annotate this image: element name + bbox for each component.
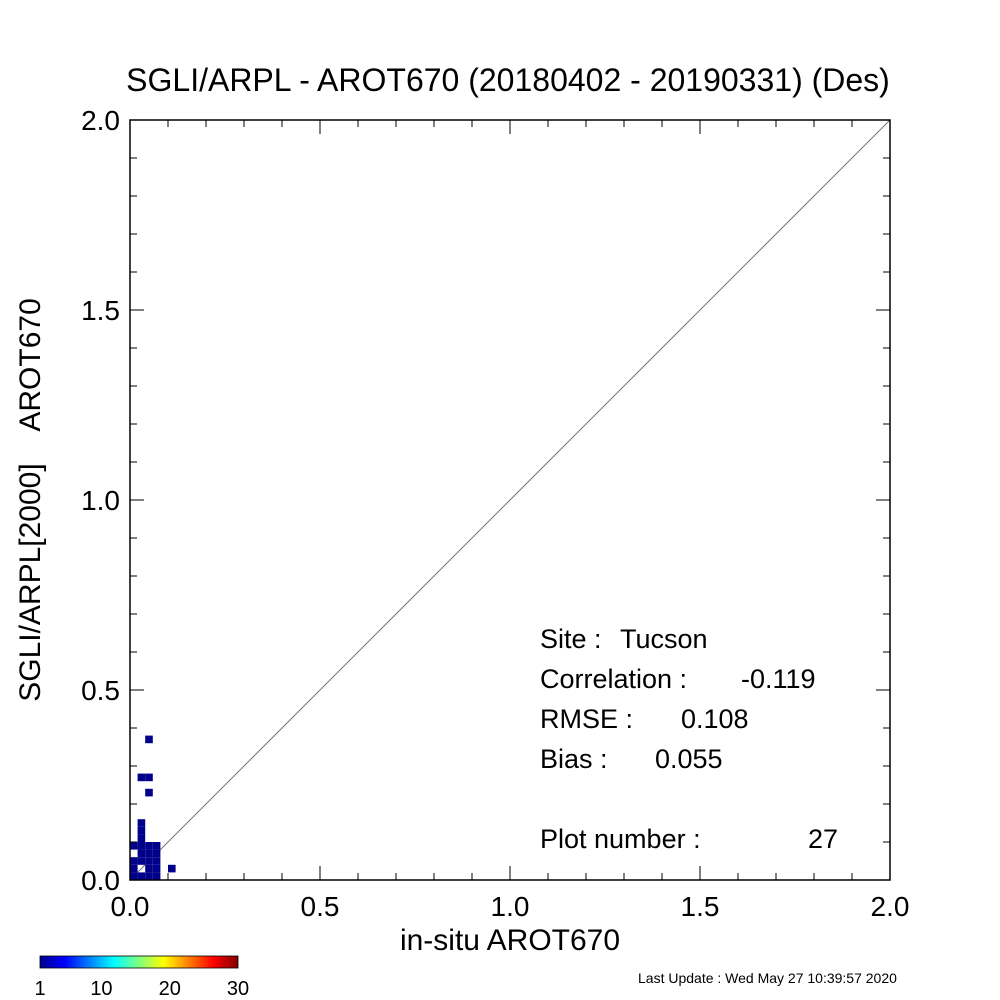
density-cell bbox=[130, 872, 138, 880]
density-cell bbox=[152, 857, 161, 865]
colorbar-tick-label: 20 bbox=[159, 978, 181, 1000]
density-cell bbox=[145, 872, 153, 880]
colorbar-tick-label: 30 bbox=[227, 978, 249, 1000]
density-cell bbox=[168, 864, 176, 873]
density-cell bbox=[137, 857, 146, 865]
x-ticks: 0.0 0.5 1.0 1.5 2.0 bbox=[111, 120, 910, 922]
density-cell bbox=[130, 842, 138, 850]
density-cell bbox=[152, 872, 161, 880]
density-cell bbox=[152, 849, 161, 858]
density-cell bbox=[152, 842, 161, 850]
density-cell bbox=[145, 788, 153, 797]
density-cell bbox=[145, 735, 153, 744]
x-tick-label: 2.0 bbox=[871, 891, 910, 922]
last-update: Last Update : Wed May 27 10:39:57 2020 bbox=[638, 970, 897, 986]
bias-value: 0.055 bbox=[655, 744, 723, 774]
density-cell bbox=[137, 842, 146, 850]
colorbar-tick-label: 10 bbox=[90, 978, 112, 1000]
one-to-one-line bbox=[129, 119, 891, 881]
colorbar-ticks: 1 10 20 30 bbox=[34, 978, 249, 1000]
density-cell bbox=[137, 872, 146, 880]
correlation-label: Correlation : bbox=[540, 664, 687, 694]
x-tick-label: 0.0 bbox=[111, 891, 150, 922]
site-value: Tucson bbox=[620, 624, 708, 654]
density-cell bbox=[145, 864, 153, 873]
site-label: Site : bbox=[540, 624, 602, 654]
plot-number-value: 27 bbox=[808, 824, 838, 854]
density-cell bbox=[145, 842, 153, 850]
y-tick-label: 1.5 bbox=[81, 295, 120, 326]
chart-title: SGLI/ARPL - AROT670 (20180402 - 20190331… bbox=[126, 62, 890, 98]
colorbar: 1 10 20 30 bbox=[34, 955, 249, 1000]
stats-block: Site : Tucson Correlation : -0.119 RMSE … bbox=[540, 624, 838, 854]
x-tick-label: 1.5 bbox=[681, 891, 720, 922]
density-cell bbox=[130, 864, 138, 873]
bias-label: Bias : bbox=[540, 744, 608, 774]
y-tick-label: 0.5 bbox=[81, 675, 120, 706]
x-tick-label: 0.5 bbox=[301, 891, 340, 922]
x-axis-label: in-situ AROT670 bbox=[400, 924, 620, 957]
colorbar-tick-label: 1 bbox=[34, 978, 45, 1000]
density-cell bbox=[130, 857, 138, 865]
density-cell bbox=[145, 773, 153, 782]
density-cell bbox=[137, 773, 146, 782]
rmse-value: 0.108 bbox=[681, 704, 749, 734]
x-tick-label: 1.0 bbox=[491, 891, 530, 922]
y-tick-label: 1.0 bbox=[81, 485, 120, 516]
colorbar-gradient bbox=[39, 955, 239, 969]
plot-area bbox=[129, 119, 891, 881]
y-tick-label: 0.0 bbox=[81, 865, 120, 896]
rmse-label: RMSE : bbox=[540, 704, 633, 734]
y-axis-label: SGLI/ARPL[2000] AROT670 bbox=[14, 298, 47, 702]
y-ticks: 0.0 0.5 1.0 1.5 2.0 bbox=[81, 105, 890, 896]
density-cell bbox=[137, 819, 146, 827]
density-cell bbox=[137, 826, 146, 835]
density-cell bbox=[137, 834, 146, 842]
plot-number-label: Plot number : bbox=[540, 824, 701, 854]
correlation-value: -0.119 bbox=[741, 664, 816, 694]
density-cell bbox=[152, 864, 161, 873]
density-cell bbox=[145, 857, 153, 865]
density-cell bbox=[145, 849, 153, 858]
density-cell bbox=[137, 849, 146, 858]
y-tick-label: 2.0 bbox=[81, 105, 120, 136]
